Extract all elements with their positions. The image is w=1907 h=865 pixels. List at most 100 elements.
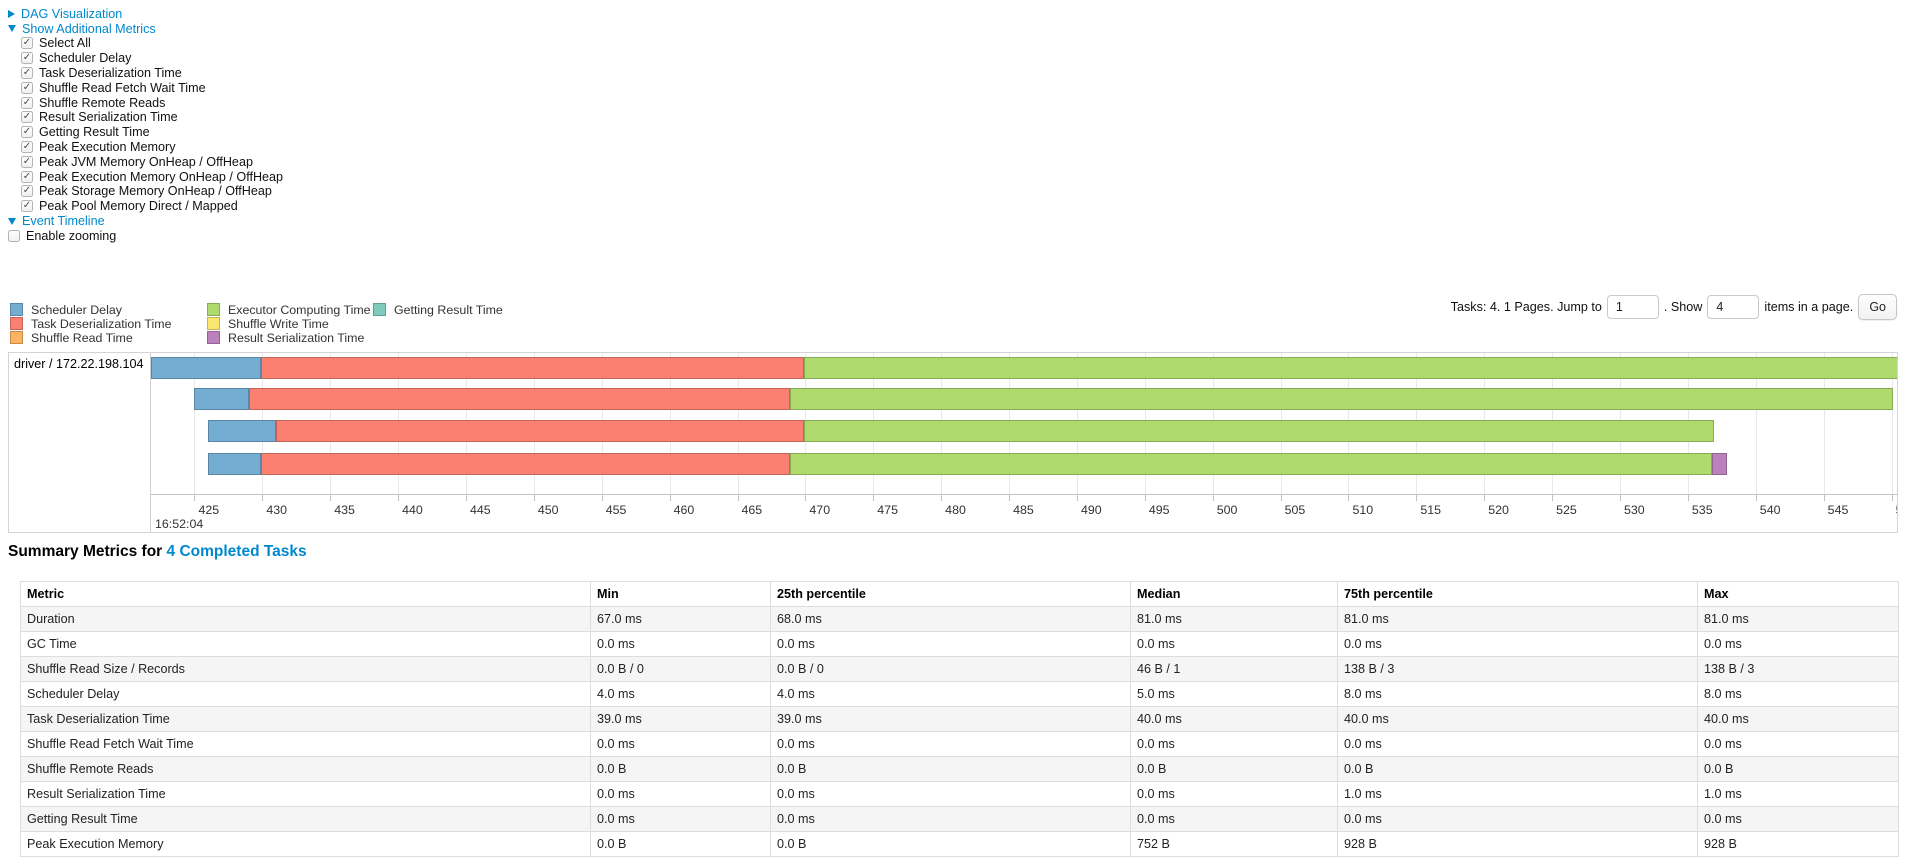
summary-metrics-title: Summary Metrics for 4 Completed Tasks (8, 543, 307, 561)
table-row-duration: Duration 67.0 ms 68.0 ms 81.0 ms 81.0 ms 81.0… (20, 606, 1899, 632)
metric-value-cell: 0.0 ms (770, 781, 1131, 807)
task-bar-segment-scheduler-delay[interactable] (208, 420, 276, 442)
metric-checkbox-label: Task Deserialization Time (39, 65, 182, 80)
legend-swatch-executor-computing-time (207, 303, 220, 317)
task-bar-segment-scheduler-delay[interactable] (194, 388, 249, 410)
timeline-gridline (194, 353, 196, 494)
metric-value-cell: 40.0 ms (1697, 706, 1899, 732)
event-timeline-label: Event Timeline (22, 214, 105, 229)
task-bar-segment-task-deserialization[interactable] (260, 453, 791, 475)
timeline-tick-mark (398, 495, 400, 501)
task-bar-segment-executor-computing[interactable] (790, 388, 1893, 410)
timeline-tick-label: 505 (1284, 503, 1306, 517)
timeline-tick-mark (1891, 495, 1893, 501)
metric-value-cell: 1.0 ms (1337, 781, 1698, 807)
legend-item-result-serialization-time: Result Serialization Time (207, 331, 373, 345)
items-per-page-input[interactable] (1707, 295, 1760, 319)
metric-value-cell: 0.0 ms (770, 731, 1131, 757)
legend-item-scheduler-delay: Scheduler Delay (10, 303, 207, 317)
metric-checkbox-task-deserialization-time[interactable]: ✓ Task Deserialization Time (21, 66, 283, 81)
task-bar-segment-result-serialization[interactable] (1712, 453, 1728, 475)
column-header-metric: Metric (20, 581, 591, 607)
timeline-tick-label: 490 (1080, 503, 1102, 517)
event-timeline-toggle[interactable]: Event Timeline (8, 214, 283, 229)
metric-value-cell: 0.0 B (1130, 756, 1338, 782)
checkbox-checked-icon: ✓ (21, 66, 33, 79)
metric-checkbox-scheduler-delay[interactable]: ✓ Scheduler Delay (21, 51, 283, 66)
metric-checkbox-getting-result-time[interactable]: ✓ Getting Result Time (21, 125, 283, 140)
task-bar-segment-task-deserialization[interactable] (248, 388, 791, 410)
metric-value-cell: 0.0 ms (590, 806, 771, 832)
timeline-tick-label: 455 (605, 503, 627, 517)
legend-column: Scheduler Delay Task Deserialization Time… (10, 303, 207, 345)
timeline-tick-label: 475 (877, 503, 898, 517)
legend-item-task-deserialization-time: Task Deserialization Time (10, 317, 207, 331)
task-bar-segment-task-deserialization[interactable] (260, 357, 805, 379)
timeline-group-label: driver / 172.22.198.104 (9, 353, 151, 532)
table-row-shuffle-read-fetch-wait-time: Shuffle Read Fetch Wait Time 0.0 ms 0.0 ms… (20, 731, 1899, 757)
timeline-tick-label: 495 (1148, 503, 1170, 517)
task-bar-segment-executor-computing[interactable] (804, 420, 1714, 442)
timeline-tick-mark (262, 495, 264, 501)
timeline-tick-mark (1823, 495, 1825, 501)
table-row-shuffle-read-size-records: Shuffle Read Size / Records 0.0 B / 0 0.0 … (20, 656, 1899, 682)
checkbox-checked-icon: ✓ (21, 170, 33, 183)
timeline-tick-label: 530 (1624, 503, 1645, 517)
timeline-tick-mark (1620, 495, 1622, 501)
task-bar-segment-executor-computing[interactable] (790, 453, 1713, 475)
legend-label: Executor Computing Time (228, 302, 371, 317)
checkbox-checked-icon: ✓ (21, 155, 33, 168)
timeline-tick-mark (1755, 495, 1757, 501)
metric-checkbox-select-all[interactable]: ✓ Select All (21, 36, 283, 51)
metric-checkbox-peak-execution-memory[interactable]: ✓ Peak Execution Memory (21, 140, 283, 155)
metric-checkbox-label: Peak Pool Memory Direct / Mapped (39, 199, 238, 214)
metric-value-cell: 0.0 ms (1130, 631, 1338, 657)
metric-checkbox-label: Shuffle Read Fetch Wait Time (39, 80, 206, 95)
legend-swatch-shuffle-write-time (207, 317, 220, 331)
metric-value-cell: 0.0 ms (590, 731, 771, 757)
legend-swatch-task-deserialization-time (10, 317, 23, 331)
timeline-tick-mark (601, 495, 603, 501)
metric-value-cell: 67.0 ms (590, 606, 771, 632)
task-bar-segment-scheduler-delay[interactable] (151, 357, 261, 379)
timeline-chart-area: 425 430 435 440 445 450 455 460 465 470 475 480 485 4… (151, 353, 1897, 532)
metric-checkbox-shuffle-read-fetch-wait-time[interactable]: ✓ Shuffle Read Fetch Wait Time (21, 80, 283, 95)
table-row-scheduler-delay: Scheduler Delay 4.0 ms 4.0 ms 5.0 ms 8.0 ms 8… (20, 681, 1899, 707)
task-bar-segment-executor-computing[interactable] (804, 357, 1897, 379)
metric-checkbox-peak-execution-memory-onheap-offheap[interactable]: ✓ Peak Execution Memory OnHeap / OffHeap (21, 169, 283, 184)
metric-value-cell: 0.0 ms (1337, 631, 1698, 657)
checkbox-checked-icon: ✓ (21, 52, 33, 65)
metric-checkbox-peak-storage-memory-onheap-offheap[interactable]: ✓ Peak Storage Memory OnHeap / OffHeap (21, 184, 283, 199)
metric-value-cell: 39.0 ms (590, 706, 771, 732)
metric-checkbox-shuffle-remote-reads[interactable]: ✓ Shuffle Remote Reads (21, 95, 283, 110)
metric-value-cell: 0.0 ms (1130, 806, 1338, 832)
legend-swatch-result-serialization-time (207, 330, 220, 344)
metric-name-cell: Shuffle Read Fetch Wait Time (20, 731, 591, 757)
timeline-tick-mark (1144, 495, 1146, 501)
metric-checkbox-peak-pool-memory-direct-mapped[interactable]: ✓ Peak Pool Memory Direct / Mapped (21, 199, 283, 214)
timeline-tick-mark (1009, 495, 1011, 501)
task-bar-segment-scheduler-delay[interactable] (208, 453, 261, 475)
timeline-tick-mark (465, 495, 467, 501)
timeline-gridline (1891, 353, 1893, 494)
caret-right-icon (8, 9, 15, 18)
go-button[interactable]: Go (1858, 294, 1897, 320)
timeline-tick-label: 445 (469, 503, 491, 517)
dag-visualization-toggle[interactable]: DAG Visualization (8, 6, 283, 21)
metric-checkbox-result-serialization-time[interactable]: ✓ Result Serialization Time (21, 110, 283, 125)
show-additional-metrics-toggle[interactable]: Show Additional Metrics (8, 21, 283, 36)
pagination-summary-text: Tasks: 4. 1 Pages. Jump to (1450, 300, 1602, 314)
metric-value-cell: 0.0 B (770, 831, 1131, 857)
jump-to-page-input[interactable] (1606, 295, 1659, 319)
completed-tasks-link[interactable]: 4 Completed Tasks (166, 543, 307, 560)
task-pagination: Tasks: 4. 1 Pages. Jump to . Show items … (1451, 294, 1897, 320)
metric-value-cell: 0.0 ms (770, 806, 1131, 832)
enable-zooming-checkbox[interactable]: Enable zooming (8, 229, 283, 244)
timeline-tick-mark (1552, 495, 1554, 501)
metric-checkbox-peak-jvm-memory-onheap-offheap[interactable]: ✓ Peak JVM Memory OnHeap / OffHeap (21, 154, 283, 169)
timeline-legend: Scheduler Delay Task Deserialization Time… (10, 302, 503, 345)
legend-item-getting-result-time: Getting Result Time (373, 303, 503, 317)
metric-value-cell: 752 B (1130, 831, 1338, 857)
task-bar-segment-task-deserialization[interactable] (275, 420, 805, 442)
checkbox-checked-icon: ✓ (21, 200, 33, 213)
